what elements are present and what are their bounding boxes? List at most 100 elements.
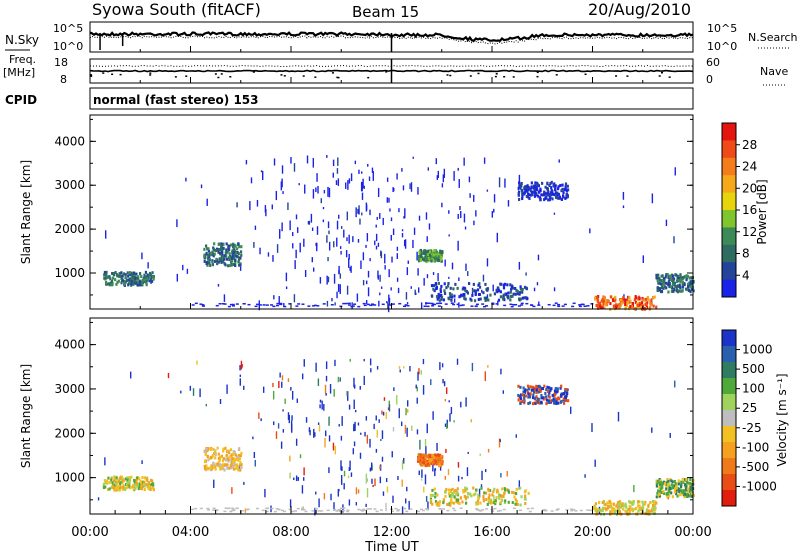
backscatter-point [305, 417, 308, 423]
near-range-point [503, 304, 507, 307]
echo-patch-point [439, 287, 442, 291]
backscatter-point [439, 362, 441, 370]
echo-patch-point [450, 293, 453, 297]
echo-patch-point [226, 456, 230, 460]
echo-patch-point [595, 507, 598, 511]
echo-patch-point [487, 487, 490, 491]
echo-patch-point [520, 393, 523, 397]
echo-patch-point [686, 282, 690, 286]
echo-patch-point [441, 250, 444, 254]
echo-patch-point [547, 193, 551, 197]
echo-patch-point [460, 293, 463, 297]
echo-patch-point [540, 394, 543, 398]
echo-patch-point [655, 484, 659, 488]
echo-patch-point [657, 281, 660, 285]
echo-patch-point [609, 505, 612, 509]
echo-patch-point [676, 290, 680, 294]
echo-patch-point [551, 197, 554, 201]
backscatter-point [390, 287, 392, 291]
echo-patch-point [218, 251, 222, 255]
echo-patch-point [691, 489, 694, 493]
echo-patch-point [520, 181, 523, 185]
echo-patch-point [470, 494, 473, 498]
echo-patch-point [131, 277, 135, 281]
near-range-point [561, 305, 565, 307]
echo-patch-point [677, 277, 680, 281]
backscatter-point [403, 216, 405, 219]
backscatter-point [303, 359, 305, 367]
near-range-point [373, 304, 377, 306]
echo-patch-point [653, 295, 656, 299]
backscatter-point [379, 465, 381, 470]
backscatter-point [205, 403, 207, 407]
echo-patch-point [543, 193, 546, 197]
backscatter-point [410, 182, 413, 192]
echo-patch-point [108, 487, 111, 491]
echo-patch-point [532, 390, 536, 394]
time-x-axis: 00:00 04:00 08:00 12:00 16:00 20:00 00:00 [71, 46, 712, 540]
backscatter-point [326, 275, 328, 285]
echo-patch-point [655, 276, 658, 280]
echo-patch-point [616, 503, 619, 507]
freq-mark [503, 75, 506, 78]
echo-patch-point [426, 455, 429, 459]
echo-patch-point [418, 454, 421, 458]
echo-patch-point [115, 273, 118, 277]
freq-mark [336, 76, 339, 79]
velocity-scatter [97, 358, 695, 516]
echo-patch-point [536, 183, 539, 187]
near-range-point [485, 305, 489, 307]
echo-patch-point [128, 279, 132, 283]
backscatter-point [506, 471, 508, 477]
echo-patch-point [107, 476, 110, 480]
freq-mark [149, 72, 152, 74]
echo-patch-point [550, 387, 553, 391]
backscatter-point [147, 262, 149, 269]
echo-patch-point [436, 297, 439, 301]
echo-patch-point [519, 486, 522, 490]
echo-patch-point [528, 187, 531, 191]
echo-patch-point [472, 289, 475, 293]
freq-mark [280, 74, 283, 76]
near-range-point [254, 305, 258, 308]
backscatter-point [651, 193, 654, 204]
echo-patch-point [239, 454, 242, 458]
echo-patch-point [228, 451, 231, 455]
echo-patch-point [518, 183, 521, 187]
echo-patch-point [533, 396, 536, 400]
echo-patch-point [516, 289, 519, 293]
backscatter-point [422, 358, 425, 365]
backscatter-point [486, 294, 489, 302]
echo-patch-point [103, 273, 106, 277]
backscatter-point [260, 170, 263, 173]
near-range-point [498, 509, 502, 512]
echo-patch-point [526, 297, 529, 301]
echo-patch-point [552, 397, 555, 401]
backscatter-point [366, 233, 369, 242]
backscatter-point [276, 244, 279, 253]
backscatter-point [260, 418, 262, 422]
echo-patch-point [238, 453, 241, 457]
near-range-point [235, 507, 239, 509]
near-range-point [229, 303, 233, 306]
near-range-point [202, 305, 206, 307]
echo-patch-point [656, 279, 659, 283]
near-range-point [424, 302, 428, 304]
echo-patch-point [667, 280, 670, 284]
echo-patch-point [234, 261, 237, 265]
echo-patch-point [666, 478, 669, 482]
backscatter-point [617, 411, 620, 422]
backscatter-point [355, 409, 357, 413]
backscatter-point [415, 292, 417, 296]
echo-patch-point [615, 504, 618, 508]
echo-patch-point [679, 280, 682, 284]
backscatter-point [287, 378, 290, 383]
backscatter-point [316, 226, 319, 235]
backscatter-point [338, 214, 340, 219]
echo-patch-point [141, 480, 144, 484]
freq-mark [626, 75, 629, 77]
near-range-point [339, 510, 343, 513]
backscatter-point [311, 257, 314, 263]
near-range-point [565, 509, 569, 511]
echo-patch-point [429, 499, 433, 503]
